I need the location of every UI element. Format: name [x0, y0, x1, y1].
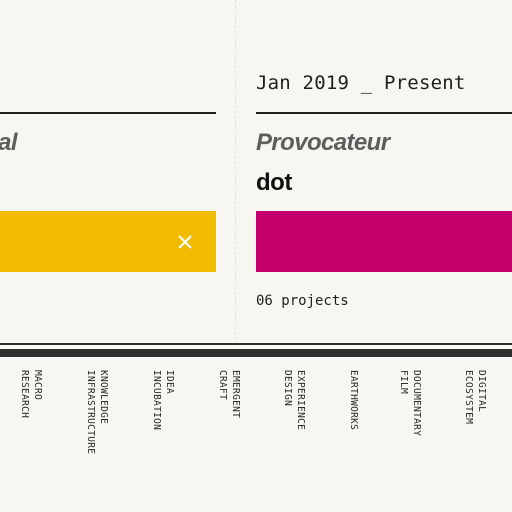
left-entry-rule	[0, 112, 216, 114]
timeline-track-thin	[0, 343, 512, 345]
category-line: DESIGN	[282, 370, 293, 407]
left-entry-role: al	[0, 129, 18, 156]
right-entry-org: dot	[256, 169, 292, 196]
category-line: IDEA	[164, 370, 175, 395]
right-entry-color-bar[interactable]	[256, 211, 512, 272]
category-knowledge-infrastructure[interactable]: KNOWLEDGE INFRASTRUCTURE	[84, 370, 110, 454]
category-earthworks[interactable]: EARTHWORKS	[347, 370, 360, 430]
right-entry-role: Provocateur	[256, 129, 390, 156]
category-line: EXPERIENCE	[295, 370, 306, 431]
close-icon[interactable]	[175, 232, 195, 252]
category-line: FILM	[398, 370, 409, 395]
category-line: DOCUMENTARY	[411, 370, 422, 437]
category-line: INFRASTRUCTURE	[85, 370, 96, 455]
category-experience-design[interactable]: EXPERIENCE DESIGN	[281, 370, 307, 430]
category-line: ECOSYSTEM	[463, 370, 474, 425]
category-documentary-film[interactable]: DOCUMENTARY FILM	[397, 370, 423, 436]
category-line: CRAFT	[217, 370, 228, 401]
right-entry-rule	[256, 112, 512, 114]
category-line: EARTHWORKS	[348, 370, 359, 431]
category-line: DIGITAL	[476, 370, 487, 413]
project-count[interactable]: 06 projects	[256, 293, 349, 309]
timeline-track	[0, 349, 512, 357]
category-line: KNOWLEDGE	[98, 370, 109, 425]
left-entry-color-bar[interactable]	[0, 211, 216, 272]
category-line: EMERGENT	[230, 370, 241, 419]
category-digital-ecosystem[interactable]: DIGITAL ECOSYSTEM	[462, 370, 488, 424]
column-divider	[235, 0, 236, 340]
category-emergent-craft[interactable]: EMERGENT CRAFT	[216, 370, 242, 418]
category-line: MACRO	[32, 370, 43, 401]
category-macro-research[interactable]: MACRO RESEARCH	[18, 370, 44, 418]
category-line: RESEARCH	[19, 370, 30, 419]
category-idea-incubation[interactable]: IDEA INCUBATION	[150, 370, 176, 430]
category-line: INCUBATION	[151, 370, 162, 431]
date-range: Jan 2019 _ Present	[256, 72, 466, 94]
